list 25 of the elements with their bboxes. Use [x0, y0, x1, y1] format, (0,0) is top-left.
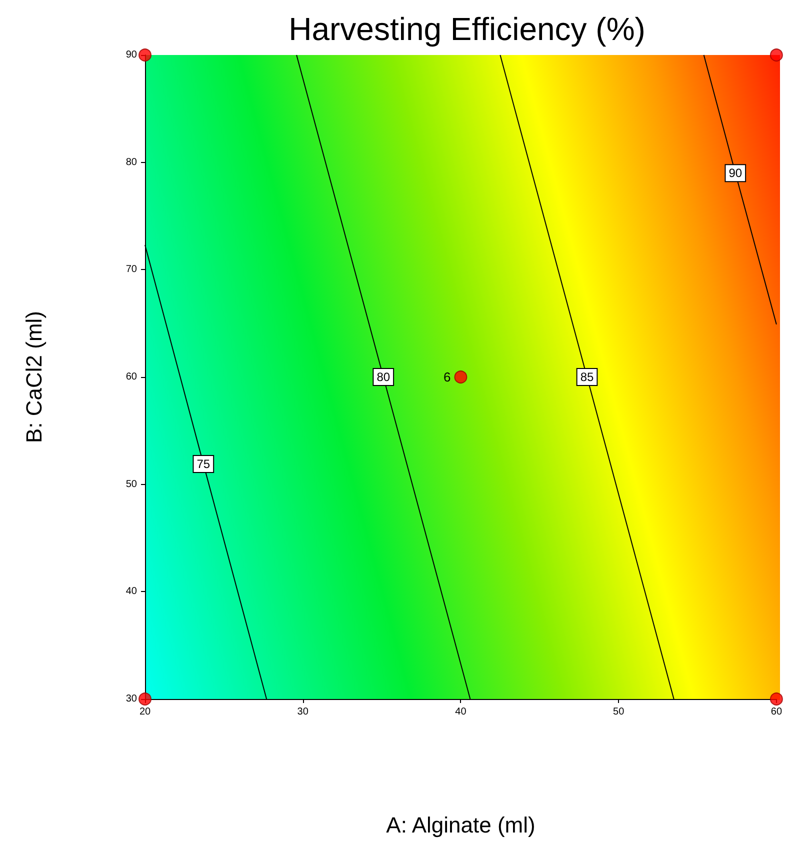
y-tick-label: 80: [126, 156, 138, 168]
y-tick-label: 50: [126, 478, 138, 490]
point: [770, 692, 783, 706]
x-tick-label: 20: [139, 706, 151, 718]
point: [138, 692, 152, 706]
x-tick-label: 40: [455, 706, 467, 718]
x-tick-label: 30: [297, 706, 309, 718]
series-label: 90: [728, 166, 742, 180]
point: [770, 48, 783, 62]
series-label: 75: [196, 456, 210, 471]
y-tick-label: 60: [126, 372, 138, 382]
x-tick-label: 60: [770, 706, 782, 718]
chart-title: Harvesting Efficiency (%): [288, 11, 646, 47]
y-axis-title: B: CaCl2 (ml): [22, 310, 46, 444]
annotation: 6: [443, 370, 451, 384]
x-tick-label: 50: [613, 706, 625, 718]
point: [454, 370, 468, 384]
y-tick-label: 70: [126, 264, 138, 276]
point: [138, 48, 152, 62]
y-tick-label: 90: [126, 50, 138, 60]
x-axis-title: A: Alginate (ml): [386, 812, 536, 838]
y-tick-label: 40: [126, 586, 138, 598]
series-label: 85: [580, 370, 594, 384]
y-tick-label: 30: [126, 694, 138, 704]
series-label: 80: [376, 370, 390, 384]
